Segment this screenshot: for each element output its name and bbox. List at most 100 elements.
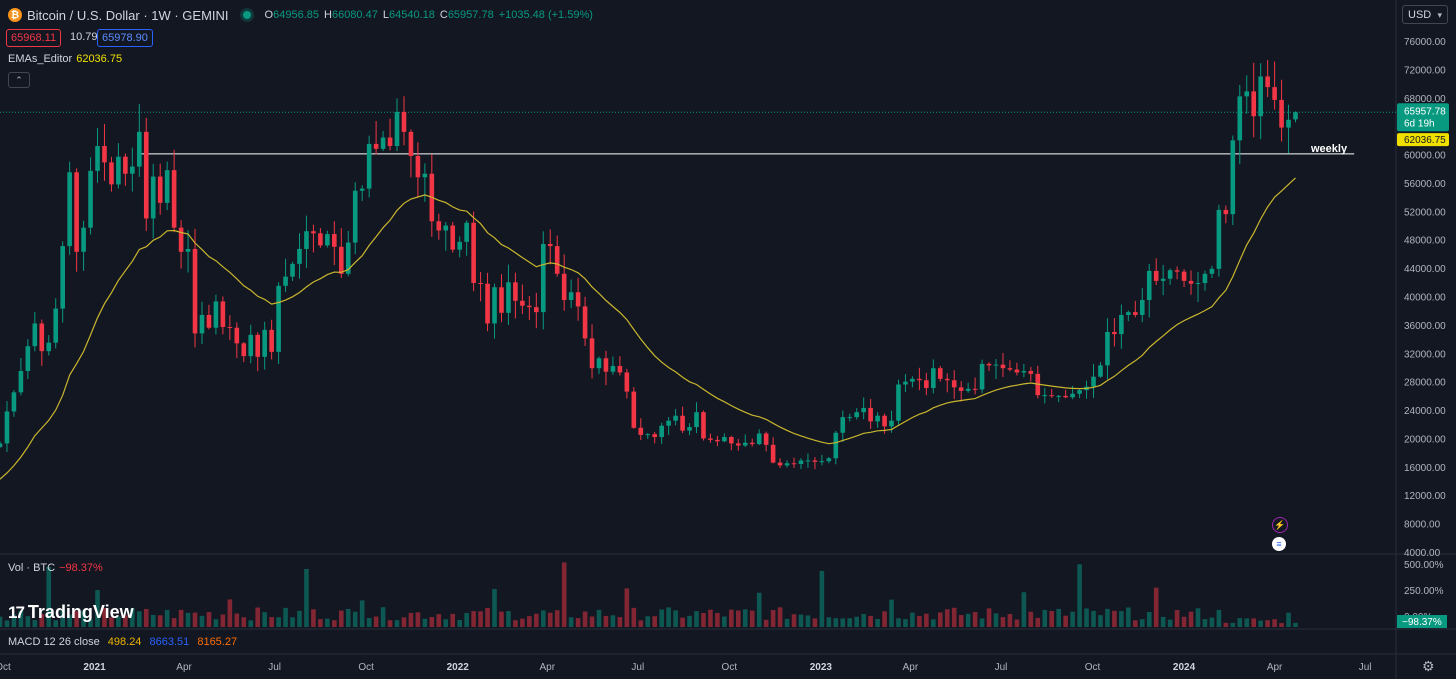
candle-body <box>770 444 776 463</box>
volume-bar <box>269 617 274 627</box>
candle-body <box>896 384 901 421</box>
buy-price-button[interactable]: 65978.90 <box>97 29 153 47</box>
volume-bar <box>701 613 706 627</box>
volume-bar <box>220 614 226 627</box>
volume-bar <box>1105 608 1110 627</box>
volume-bar <box>387 620 393 627</box>
candle-body <box>1174 270 1180 272</box>
volume-bar <box>380 607 386 627</box>
volume-bar <box>1160 616 1166 627</box>
volume-bar <box>972 612 978 627</box>
price-tick-label: 36000.00 <box>1404 321 1446 332</box>
candle-body <box>248 334 254 357</box>
volume-bar <box>729 609 734 627</box>
time-tick-label: Jul <box>995 662 1008 673</box>
candle-body <box>1070 393 1075 398</box>
candle-body <box>290 263 295 277</box>
candle-body <box>1279 99 1284 128</box>
us-flag-event-icon[interactable]: ≡ <box>1272 537 1286 551</box>
candle-body <box>415 155 421 178</box>
ohlc-low: L64540.18 <box>382 9 435 21</box>
volume-bar <box>39 613 45 627</box>
tradingview-logo[interactable]: 17 TradingView <box>8 602 134 623</box>
volume-bar <box>297 610 302 627</box>
volume-bar <box>199 615 205 627</box>
volume-bar <box>861 613 866 627</box>
volume-bar <box>680 617 685 627</box>
candle-body <box>805 460 811 462</box>
volume-legend[interactable]: Vol · BTC −98.37% <box>8 562 103 574</box>
volume-bar <box>143 608 149 627</box>
ohlc-change: +1035.48 (+1.59%) <box>498 9 593 21</box>
candle-body <box>234 327 240 344</box>
time-tick-label: Oct <box>0 662 11 673</box>
volume-bar <box>854 616 860 627</box>
candle-body <box>457 241 462 250</box>
candle-body <box>1049 395 1055 397</box>
candle-body <box>373 143 379 149</box>
volume-bar <box>1223 622 1229 627</box>
price-tick-label: 40000.00 <box>1404 293 1446 304</box>
candle-body <box>875 415 880 422</box>
candle-body <box>18 371 24 393</box>
volume-bar <box>88 619 93 627</box>
volume-bar <box>910 612 915 627</box>
candle-body <box>742 442 748 446</box>
volume-bar <box>4 620 10 627</box>
volume-bar <box>1077 564 1082 627</box>
candle-body <box>276 285 281 352</box>
price-tick-label: 56000.00 <box>1404 179 1446 190</box>
lightning-event-icon[interactable]: ⚡ <box>1272 517 1288 533</box>
symbol-title[interactable]: Bitcoin / U.S. Dollar · 1W · GEMINI <box>27 7 229 23</box>
volume-bar <box>1119 611 1124 627</box>
candle-body <box>499 287 504 313</box>
time-tick-label: 2022 <box>447 662 470 673</box>
currency-select[interactable]: USD ▾ <box>1402 5 1448 24</box>
macd-legend[interactable]: MACD 12 26 close 498.24 8663.51 8165.27 <box>8 636 242 648</box>
volume-bar <box>255 607 261 627</box>
candle-body <box>965 388 971 391</box>
volume-bar <box>123 615 128 627</box>
sell-price-button[interactable]: 65968.11 <box>6 29 62 47</box>
volume-bar <box>1070 611 1075 627</box>
volume-bar <box>1195 608 1201 627</box>
candle-body <box>4 411 10 444</box>
volume-bar <box>248 620 254 627</box>
candle-body <box>729 437 734 444</box>
time-tick-label: Apr <box>539 662 555 673</box>
candle-body <box>206 314 212 328</box>
candle-body <box>283 276 288 286</box>
candle-body <box>903 381 908 385</box>
volume-bar <box>1272 619 1277 627</box>
candle-body <box>338 246 344 274</box>
volume-bar <box>311 609 316 627</box>
collapse-legend-button[interactable]: ⌃ <box>8 72 30 88</box>
volume-bar <box>206 612 212 627</box>
volume-bar <box>547 612 553 627</box>
market-status-icon[interactable] <box>242 11 251 19</box>
candle-body <box>561 273 567 301</box>
candle-body <box>109 162 114 185</box>
volume-bar <box>1258 620 1263 627</box>
volume-bar <box>638 620 644 627</box>
candle-body <box>513 282 518 301</box>
spread-value: 10.79 <box>70 31 98 43</box>
candle-body <box>882 415 887 427</box>
candle-body <box>387 137 393 147</box>
ema-legend[interactable]: EMAs_Editor 62036.75 <box>8 53 122 65</box>
volume-bar <box>178 609 184 627</box>
volume-bar <box>276 617 281 627</box>
candle-body <box>1209 268 1215 274</box>
volume-bar <box>1133 620 1138 627</box>
volume-bar <box>241 617 247 627</box>
candle-body <box>534 307 539 313</box>
candle-body <box>422 173 428 178</box>
volume-bar <box>171 618 177 627</box>
volume-bar <box>624 588 630 627</box>
volume-bar <box>1265 620 1270 627</box>
volume-bar <box>443 619 449 627</box>
candle-body <box>1244 91 1250 97</box>
volume-bar <box>185 612 191 627</box>
gear-icon[interactable]: ⚙ <box>1422 658 1435 674</box>
